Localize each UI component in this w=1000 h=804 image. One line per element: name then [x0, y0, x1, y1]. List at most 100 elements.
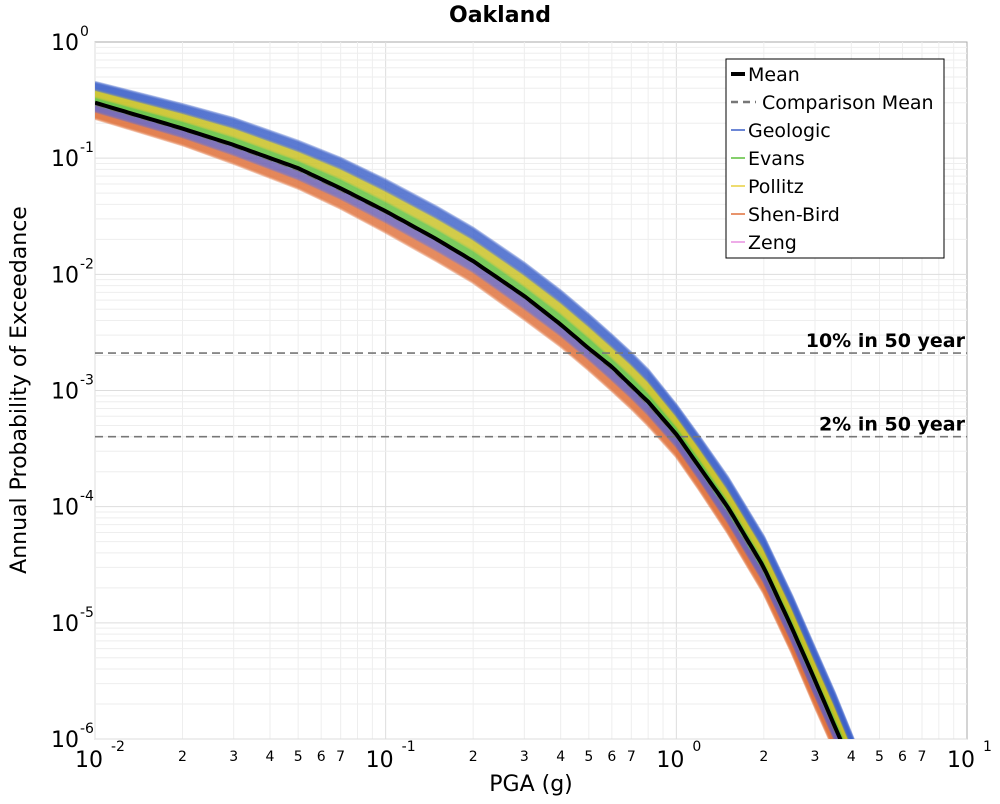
- x-minor-tick-label: 2: [759, 749, 768, 765]
- model-curve: [95, 92, 848, 739]
- x-minor-tick-label: 5: [294, 749, 303, 765]
- model-curve: [95, 88, 851, 739]
- model-curve: [95, 93, 848, 739]
- model-curve: [95, 107, 839, 739]
- model-curve: [95, 83, 854, 739]
- x-minor-tick-label: 5: [875, 749, 884, 765]
- model-curve: [95, 111, 835, 739]
- model-curve: [95, 80, 855, 739]
- y-tick-exponent: -1: [80, 140, 94, 156]
- y-tick-label: 10: [51, 612, 79, 637]
- model-curve: [95, 86, 852, 739]
- y-tick-exponent: -4: [80, 489, 94, 505]
- x-tick-label: 10: [656, 748, 684, 773]
- model-curve: [95, 116, 832, 739]
- model-curve: [95, 89, 850, 739]
- x-minor-tick-label: 4: [266, 749, 275, 765]
- model-curve: [95, 82, 855, 739]
- grid: [94, 42, 967, 740]
- model-curve: [95, 85, 853, 739]
- y-tick-label: 10: [51, 147, 79, 172]
- chart-title: Oakland: [449, 3, 551, 28]
- model-curve: [95, 89, 850, 739]
- model-curve: [95, 116, 832, 739]
- model-curve: [95, 91, 849, 739]
- model-curve: [95, 112, 835, 739]
- model-curve: [95, 92, 849, 739]
- x-tick-label: 10: [947, 748, 975, 773]
- model-curve: [95, 91, 849, 739]
- legend-label: Zeng: [748, 232, 797, 254]
- x-axis-label: PGA (g): [489, 772, 573, 797]
- x-minor-tick-label: 3: [520, 749, 529, 765]
- model-curve: [95, 107, 838, 739]
- y-tick-exponent: 0: [80, 24, 89, 40]
- x-tick-label: 10: [366, 748, 394, 773]
- x-minor-tick-label: 6: [317, 749, 326, 765]
- model-curve: [95, 88, 851, 739]
- x-tick-exponent: -1: [402, 739, 416, 755]
- model-curve: [95, 113, 834, 739]
- y-tick-exponent: -6: [80, 721, 94, 737]
- x-minor-tick-label: 7: [918, 749, 927, 765]
- y-tick-label: 10: [51, 728, 79, 753]
- x-minor-tick-label: 6: [898, 749, 907, 765]
- model-curve: [95, 106, 839, 739]
- x-tick-exponent: 1: [983, 739, 992, 755]
- y-tick-exponent: -2: [80, 256, 94, 272]
- x-tick-exponent: -2: [111, 739, 125, 755]
- x-minor-tick-label: 4: [556, 749, 565, 765]
- model-curve: [95, 109, 837, 739]
- x-minor-tick-label: 4: [847, 749, 856, 765]
- x-minor-tick-label: 2: [178, 749, 187, 765]
- model-curve: [95, 84, 853, 739]
- model-curve: [95, 96, 846, 739]
- mean-curves: [95, 100, 843, 739]
- y-tick-exponent: -5: [80, 605, 94, 621]
- y-axis-label: Annual Probability of Exceedance: [7, 206, 32, 574]
- model-curve: [95, 94, 847, 739]
- legend-label: Evans: [748, 148, 805, 170]
- model-curve: [95, 110, 836, 739]
- model-curve: [95, 115, 832, 739]
- model-curve: [95, 94, 847, 739]
- model-curve: [95, 108, 838, 739]
- legend-label: Comparison Mean: [762, 92, 934, 114]
- legend-box: [725, 58, 945, 259]
- model-curve: [95, 86, 852, 739]
- model-curve: [95, 106, 839, 739]
- x-minor-tick-label: 5: [584, 749, 593, 765]
- y-tick-label: 10: [51, 496, 79, 521]
- reference-line-label: 2% in 50 year: [819, 414, 966, 436]
- model-curve: [95, 110, 836, 739]
- x-minor-tick-label: 7: [336, 749, 345, 765]
- reference-lines: 10% in 50 year 2% in 50 year: [95, 330, 967, 438]
- y-tick-exponent: -3: [80, 373, 94, 389]
- model-curve: [95, 83, 854, 739]
- model-curve: [95, 109, 837, 739]
- model-curves-band: [95, 80, 855, 739]
- reference-line-label: 10% in 50 year: [806, 330, 966, 352]
- x-minor-tick-label: 3: [229, 749, 238, 765]
- x-minor-tick-label: 3: [811, 749, 820, 765]
- model-curve: [95, 95, 846, 739]
- model-curve: [95, 97, 846, 739]
- x-tick-label: 10: [75, 748, 103, 773]
- y-tick-label: 10: [51, 31, 79, 56]
- model-curve: [95, 87, 852, 739]
- legend-label: Geologic: [748, 120, 831, 142]
- model-curve: [95, 105, 840, 739]
- model-curve: [95, 81, 855, 739]
- legend: Mean Comparison Mean Geologic Evans Pollitz S…: [725, 58, 945, 259]
- x-minor-tick-label: 2: [469, 749, 478, 765]
- model-curve: [95, 97, 845, 739]
- model-curve: [95, 85, 853, 739]
- legend-label: Shen-Bird: [748, 204, 840, 226]
- x-tick-exponent: 0: [692, 739, 701, 755]
- model-curve: [95, 113, 834, 739]
- y-tick-label: 10: [51, 380, 79, 405]
